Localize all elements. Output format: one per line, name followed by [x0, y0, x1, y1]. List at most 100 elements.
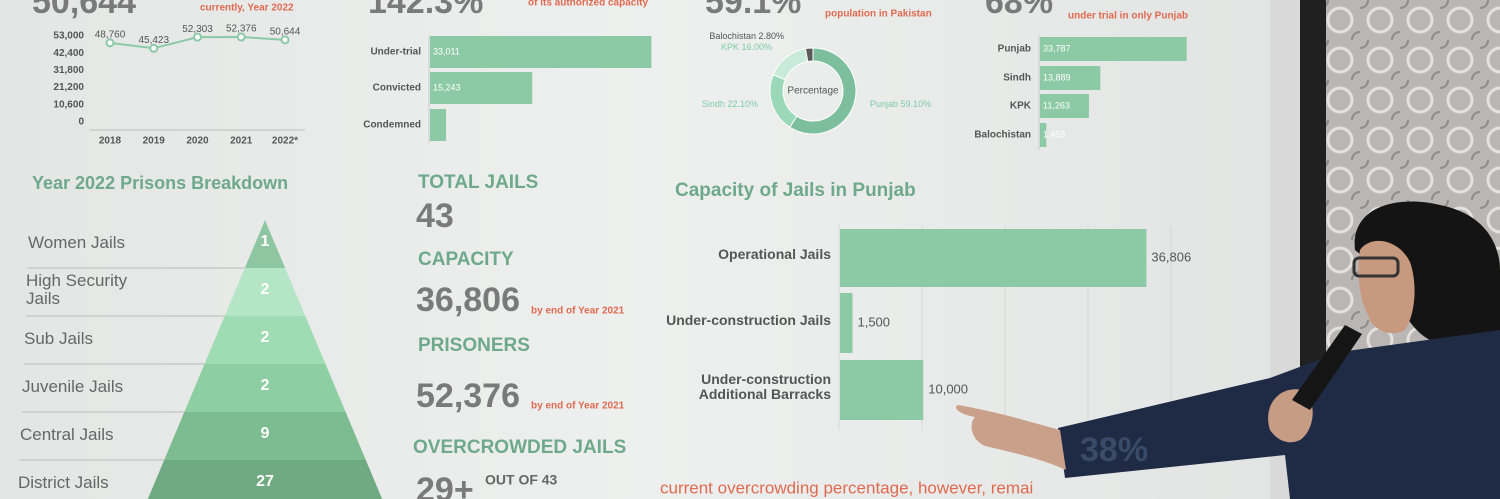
- kpi-note: of its authorized capacity: [528, 0, 648, 9]
- donut-center: Percentage: [787, 86, 839, 97]
- face: [1358, 240, 1415, 334]
- category-label: Sindh: [1003, 73, 1031, 84]
- x-tick-label: 2021: [230, 136, 253, 147]
- slice-category: KPK: [721, 42, 739, 52]
- level-label: Women Jails: [28, 233, 125, 252]
- level-value: 2: [261, 329, 270, 346]
- stat-label: PRISONERS: [418, 335, 530, 356]
- stat-value: 43: [416, 197, 454, 235]
- overlay-text: 38%: [1080, 431, 1148, 469]
- stat-label: OVERCROWDED JAILS: [413, 437, 626, 458]
- category-label: Condemned: [363, 120, 421, 131]
- stat-label: TOTAL JAILS: [418, 172, 538, 193]
- slice-category: Sindh: [702, 99, 725, 109]
- slice-value: 22.10%: [727, 99, 758, 109]
- x-tick-label: 2020: [186, 136, 209, 147]
- y-tick-label: 10,600: [53, 99, 84, 110]
- slice-value: 2.80%: [758, 31, 784, 41]
- kpi-note: under trial in only Punjab: [1068, 11, 1188, 22]
- microphone: [1292, 325, 1362, 410]
- value-label: 1,500: [857, 314, 890, 329]
- kpi-value: 142.3%: [368, 0, 483, 21]
- level-label: Central Jails: [20, 425, 114, 444]
- bar: [430, 36, 652, 68]
- value-label: 15,243: [433, 82, 461, 92]
- pyramid-level: [147, 460, 383, 499]
- chart-title: Capacity of Jails in Punjab: [675, 180, 916, 201]
- slice-value: 16.00%: [741, 42, 772, 52]
- value-label: 48,760: [95, 30, 126, 41]
- donut-slice: [789, 47, 857, 135]
- level-label: District Jails: [18, 473, 109, 492]
- kpi-value: 68%: [985, 0, 1053, 21]
- bar: [840, 360, 924, 420]
- point: [193, 32, 202, 42]
- y-tick-label: 31,800: [53, 65, 84, 76]
- value-label: 33,787: [1043, 43, 1071, 53]
- kpi-value: 59.1%: [705, 0, 801, 21]
- kpi-note: currently, Year 2022: [200, 3, 294, 14]
- y-tick-label: 42,400: [53, 48, 84, 59]
- bar: [430, 109, 447, 141]
- hand: [955, 405, 1066, 470]
- bar: [1040, 66, 1101, 90]
- kpi-value: 50,644: [32, 0, 136, 21]
- pyramid-level: [244, 220, 286, 268]
- point: [149, 43, 159, 53]
- presenter: 38%: [955, 201, 1500, 499]
- stat-note: by end of Year 2021: [531, 306, 625, 317]
- category-label: Under-construction Additional Barracks: [698, 371, 831, 402]
- stat-value: 36,806: [416, 281, 520, 319]
- level-value: 1: [261, 233, 270, 250]
- point: [280, 35, 290, 45]
- value-label: 33,011: [433, 46, 460, 56]
- level-label: Juvenile Jails: [22, 377, 124, 396]
- category-label: Punjab: [998, 44, 1031, 55]
- slice-label: Balochistan 2.80%: [709, 31, 784, 41]
- value-label: 13,889: [1043, 72, 1071, 82]
- stat-value: 52,376: [416, 377, 520, 415]
- footer-text: current overcrowding percentage, however…: [660, 478, 1033, 497]
- x-tick-label: 2022*: [272, 136, 298, 147]
- y-tick-label: 53,000: [53, 31, 84, 42]
- category-label: Under-construction Jails: [666, 312, 831, 328]
- donut-slice: [804, 47, 814, 63]
- value-label: 45,423: [138, 35, 169, 46]
- marks: 50,644 currently, Year 2022 142.3% of its a…: [20, 0, 1191, 499]
- bar: [1040, 94, 1089, 118]
- bar: [430, 72, 533, 104]
- y-tick-label: 21,200: [53, 82, 84, 93]
- level-value: 9: [261, 425, 270, 442]
- slice-value: 59.10%: [901, 99, 932, 109]
- y-tick-label: 0: [78, 117, 84, 128]
- slice-label: KPK 16.00%: [721, 42, 772, 52]
- level-value: 2: [261, 281, 270, 298]
- value-label: 52,303: [182, 24, 213, 35]
- value-label: 50,644: [270, 26, 301, 37]
- pyramid-level: [204, 316, 326, 364]
- level-label: High Security Jails: [26, 271, 128, 308]
- bar: [1040, 37, 1187, 61]
- slice-category: Punjab: [870, 99, 898, 109]
- stat-note: by end of Year 2021: [531, 401, 625, 412]
- category-label: Balochistan: [974, 130, 1031, 141]
- slice-category: Balochistan: [709, 31, 756, 41]
- x-tick-label: 2018: [99, 136, 122, 147]
- level-value: 27: [256, 473, 274, 490]
- slice-label: Punjab 59.10%: [870, 99, 931, 109]
- pyramid-level: [164, 412, 366, 460]
- kpi-note: population in Pakistan: [825, 9, 932, 20]
- bar: [1040, 123, 1047, 147]
- stat-label: CAPACITY: [418, 249, 514, 270]
- level-value: 2: [261, 377, 270, 394]
- stat-value: 29+: [416, 471, 474, 499]
- value-label: 36,806: [1151, 249, 1191, 264]
- category-label: Convicted: [373, 83, 421, 94]
- pyramid-level: [224, 268, 306, 316]
- slice-label: Sindh 22.10%: [702, 99, 758, 109]
- category-label: Operational Jails: [718, 246, 831, 262]
- pyramid-level: [184, 364, 346, 412]
- stat-note: OUT OF 43: [485, 472, 558, 488]
